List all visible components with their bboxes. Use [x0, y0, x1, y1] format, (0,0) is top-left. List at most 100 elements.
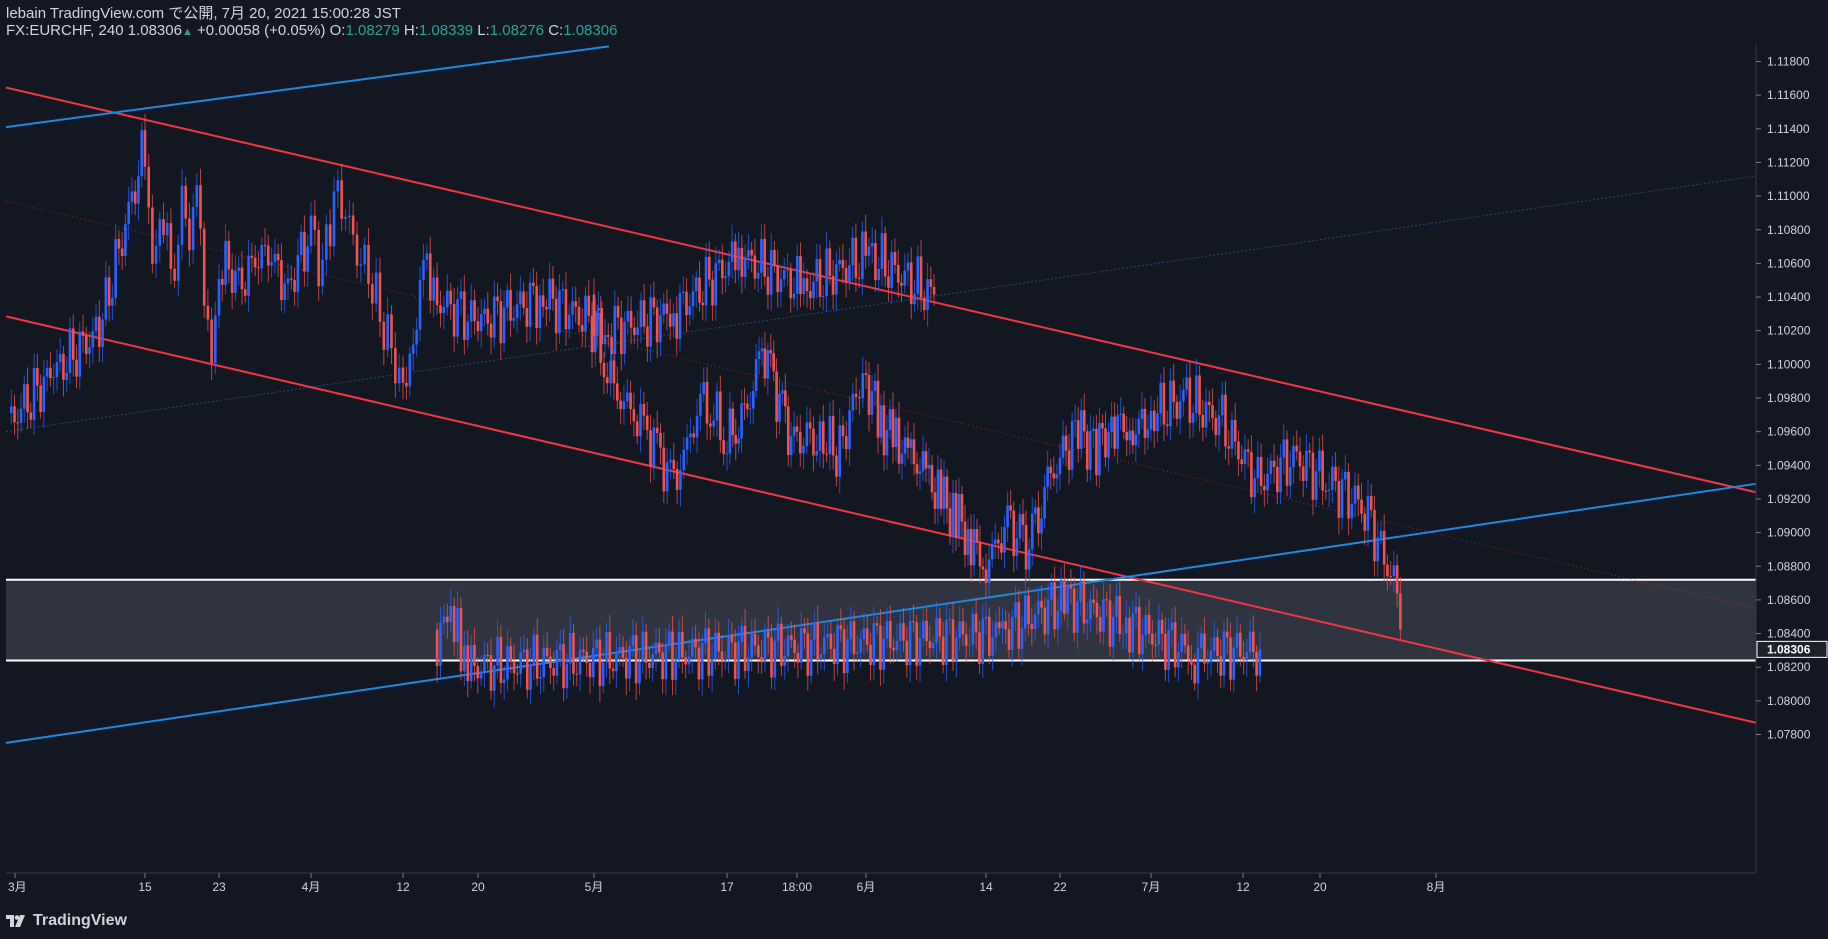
candle-body [1159, 382, 1163, 414]
candle-body [961, 621, 965, 635]
candle-body [628, 646, 631, 679]
candle-body [1232, 647, 1236, 680]
candle-body [1240, 459, 1243, 465]
candle-body [348, 215, 351, 218]
candle-body [792, 426, 796, 437]
time-axis[interactable]: 3月 15 23 4月 12 20 5月 17 18:00 6月 14 22 7月 12 20 8月 [8, 873, 1445, 894]
candle-body [114, 239, 117, 298]
candle-body [595, 639, 598, 648]
blue-trendline-lower[interactable] [5, 482, 1757, 744]
candle-body [828, 415, 832, 455]
candle-body [1085, 619, 1089, 624]
candle-body [695, 415, 699, 438]
candle-body [975, 529, 979, 542]
candle-body [502, 307, 506, 344]
candle-body [655, 427, 659, 433]
candle-body [1024, 525, 1028, 570]
candle-body [1107, 431, 1110, 458]
candle-body [835, 264, 838, 295]
blue-trendline-upper[interactable] [5, 45, 610, 129]
candle-body [1266, 473, 1269, 491]
candle-body [912, 439, 916, 465]
candle-body [289, 278, 293, 280]
time-tick-label: 23 [212, 880, 226, 894]
candle-body [1227, 446, 1231, 449]
candle-body [822, 296, 825, 298]
candle-body [984, 616, 988, 619]
candle-body [889, 620, 892, 648]
candle-body [720, 651, 724, 661]
candle-body [994, 621, 998, 638]
candle-body [516, 673, 519, 675]
candle-body [802, 278, 806, 295]
candle-body [685, 291, 688, 315]
candle-body [374, 272, 378, 304]
candle-body [1237, 441, 1240, 460]
candle-body [681, 291, 685, 293]
candle-body [1243, 449, 1247, 465]
price-tick-label: 1.07800 [1767, 728, 1811, 742]
candle-body [931, 643, 935, 649]
candle-body [775, 371, 778, 422]
candle-body [805, 422, 809, 446]
candle-body [1182, 389, 1185, 402]
candle-body [75, 359, 78, 377]
candle-body [1229, 637, 1232, 680]
candle-body [711, 279, 714, 306]
candle-body [1116, 414, 1119, 449]
upper-channel-line[interactable] [5, 86, 1757, 494]
candle-body [848, 410, 851, 450]
candle-body [432, 277, 435, 301]
candle-body [715, 391, 719, 421]
candle-body [1295, 445, 1299, 452]
candle-body [525, 649, 529, 690]
high-label: H: [403, 22, 419, 39]
candle-body [856, 652, 859, 655]
price-tick-label: 1.09800 [1767, 391, 1811, 405]
candle-body [479, 671, 483, 679]
candle-body [608, 632, 612, 669]
candle-body [49, 367, 52, 379]
candle-body [978, 541, 982, 567]
tradingview-logo[interactable]: TradingView [6, 912, 127, 930]
candle-body [727, 634, 730, 659]
candle-body [842, 629, 846, 674]
candle-body [1066, 585, 1069, 614]
candle-body [1395, 565, 1399, 594]
candle-body [1095, 428, 1098, 476]
candle-body [1269, 460, 1273, 474]
candle-body [880, 233, 884, 269]
candle-body [538, 295, 542, 329]
symbol-interval[interactable]: FX:EURCHF, 240 [6, 22, 124, 39]
trend-drawings[interactable] [5, 45, 1757, 744]
candle-body [898, 623, 902, 642]
candle-body [717, 632, 721, 652]
lower-channel-line[interactable] [5, 315, 1757, 724]
candle-body [665, 303, 669, 314]
candle-body [98, 316, 101, 347]
candle-body [408, 353, 412, 387]
candle-body [619, 400, 622, 410]
candle-body [154, 245, 158, 264]
candle-body [1157, 619, 1161, 645]
candle-body [250, 255, 254, 258]
candle-body [535, 634, 539, 679]
candle-body [1259, 456, 1263, 486]
candle-body [217, 278, 221, 316]
candle-body [760, 348, 764, 352]
candle-body [968, 644, 971, 646]
price-axis[interactable]: 1.11800 1.11600 1.11400 1.11200 1.11000 1.108… [1756, 55, 1811, 742]
candle-body [588, 662, 592, 678]
blue-trendline-faint[interactable] [5, 175, 1757, 433]
candle-body [1131, 430, 1135, 446]
candle-body [1151, 633, 1154, 645]
price-tick-label: 1.11200 [1767, 155, 1810, 169]
candle-body [1373, 509, 1376, 562]
candle-body [1056, 610, 1060, 630]
candle-body [541, 295, 545, 307]
candle-body [1363, 513, 1367, 531]
candle-body [1156, 413, 1159, 432]
candle-body [1089, 599, 1092, 620]
candle-body [1217, 415, 1221, 436]
